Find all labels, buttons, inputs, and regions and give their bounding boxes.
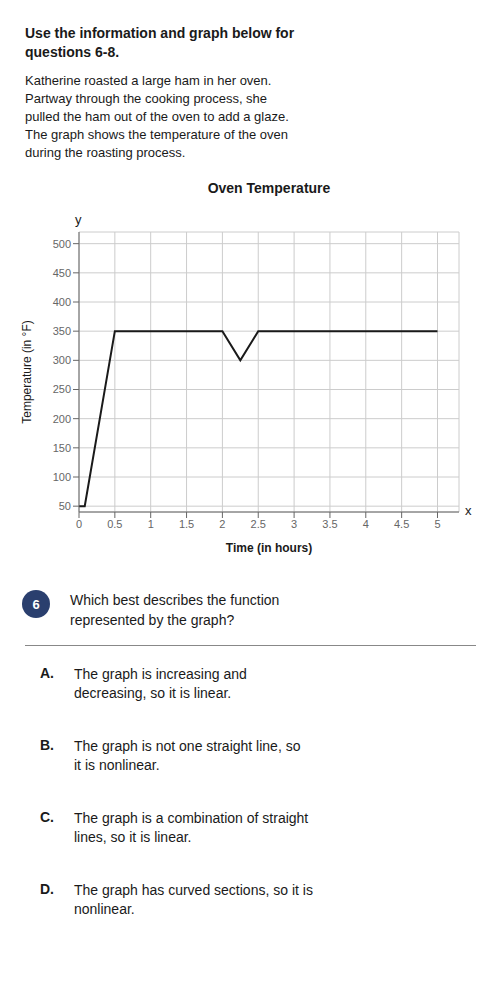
svg-text:Temperature (in °F): Temperature (in °F) [20,320,34,424]
svg-text:2.5: 2.5 [251,518,266,530]
svg-text:400: 400 [53,296,71,308]
svg-text:300: 300 [53,354,71,366]
html-text:The graph has curved sections,: The graph has curved sections, so it is … [74,882,313,917]
svg-text:100: 100 [53,471,71,483]
svg-text:1: 1 [148,518,154,530]
svg-text:3.5: 3.5 [322,518,337,530]
html-text:Oven Temperature: Oven Temperature [207,180,331,196]
svg-text:Time (in hours): Time (in hours) [226,541,312,555]
svg-text:5: 5 [434,518,440,530]
html-text:B.: B. [40,737,54,753]
html-text:Which best describes the funct: Which best describes the function repres… [70,592,280,628]
svg-text:0: 0 [76,518,82,530]
html-text:C.: C. [40,809,54,825]
html-text:6: 6 [32,596,40,612]
svg-text:200: 200 [53,413,71,425]
svg-text:1.5: 1.5 [179,518,194,530]
html-text:y: y [75,212,82,227]
svg-text:250: 250 [53,383,71,395]
svg-text:4: 4 [363,518,369,530]
html-text:Use the information and graph: Use the information and graph below for … [25,25,295,60]
html-text:x: x [465,503,472,518]
html-text:A.: A. [40,665,54,681]
svg-text:3: 3 [291,518,297,530]
svg-text:4.5: 4.5 [394,518,409,530]
svg-text:50: 50 [59,500,71,512]
html-text:The graph is increasing and de: The graph is increasing and decreasing, … [74,666,247,701]
svg-text:500: 500 [53,238,71,250]
html-text:The graph is not one straight: The graph is not one straight line, so i… [74,738,301,773]
svg-text:0.5: 0.5 [107,518,122,530]
svg-text:150: 150 [53,442,71,454]
svg-text:2: 2 [219,518,225,530]
html-text:The graph is a combination of: The graph is a combination of straight l… [74,810,309,845]
html-text:D.: D. [40,881,54,897]
html-text:Katherine roasted a large ham: Katherine roasted a large ham in her ove… [25,73,289,160]
svg-text:350: 350 [53,325,71,337]
svg-text:450: 450 [53,267,71,279]
